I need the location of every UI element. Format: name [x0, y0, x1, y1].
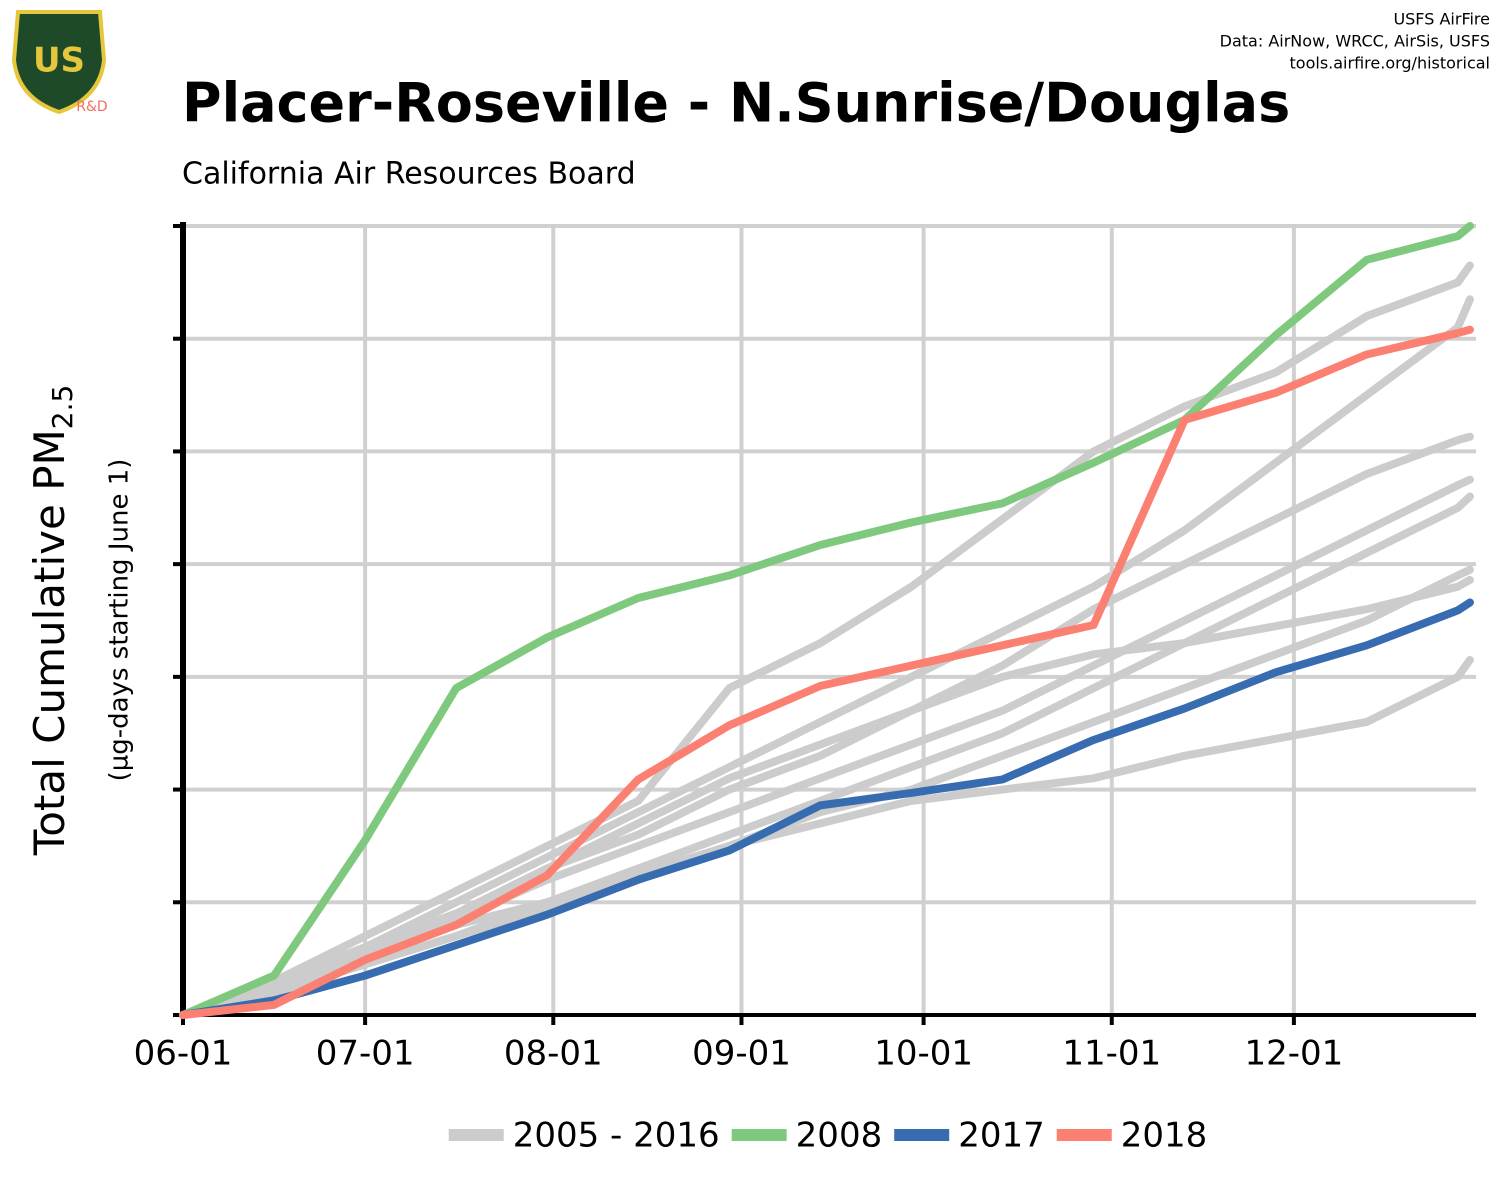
chart-subtitle: California Air Resources Board	[182, 157, 636, 192]
x-tick-label: 12-01	[1244, 1034, 1343, 1074]
series-line	[179, 598, 1474, 1019]
y-sublabel: (µg-days starting June 1)	[105, 459, 135, 782]
series-line	[179, 261, 1474, 1019]
legend: 2005 - 2016 2008 2017 2018	[448, 1116, 1208, 1156]
y-label: Total Cumulative PM2.5	[25, 385, 80, 857]
logo-text: US	[33, 41, 85, 81]
x-tick-label: 08-01	[504, 1034, 603, 1074]
logo-label: R&D	[76, 99, 107, 115]
x-tick-label: 11-01	[1062, 1034, 1161, 1074]
legend-label: 2017	[958, 1116, 1045, 1156]
x-tick-label: 07-01	[316, 1034, 415, 1074]
x-tick-label: 09-01	[692, 1034, 791, 1074]
series-line	[179, 295, 1474, 1019]
credit: tools.airfire.org/historical	[1290, 54, 1490, 73]
legend-label: 2008	[796, 1116, 883, 1156]
x-tick-label: 06-01	[134, 1034, 233, 1074]
x-tick-label: 10-01	[874, 1034, 973, 1074]
series-line	[179, 575, 1474, 1019]
credit: Data: AirNow, WRCC, AirSis, USFS	[1220, 32, 1490, 51]
legend-label: 2005 - 2016	[513, 1116, 720, 1156]
series-line	[179, 325, 1474, 1019]
credit: USFS AirFire	[1393, 10, 1490, 29]
series-line	[179, 655, 1474, 1019]
legend-label: 2018	[1121, 1116, 1208, 1156]
chart-title: Placer-Roseville - N.Sunrise/Douglas	[182, 72, 1290, 135]
y-label-text: Total Cumulative PM	[25, 429, 74, 856]
logo: US	[11, 10, 107, 115]
series-line	[179, 475, 1474, 1019]
y-label-sub: 2.5	[46, 385, 79, 430]
series-line	[179, 222, 1474, 1019]
